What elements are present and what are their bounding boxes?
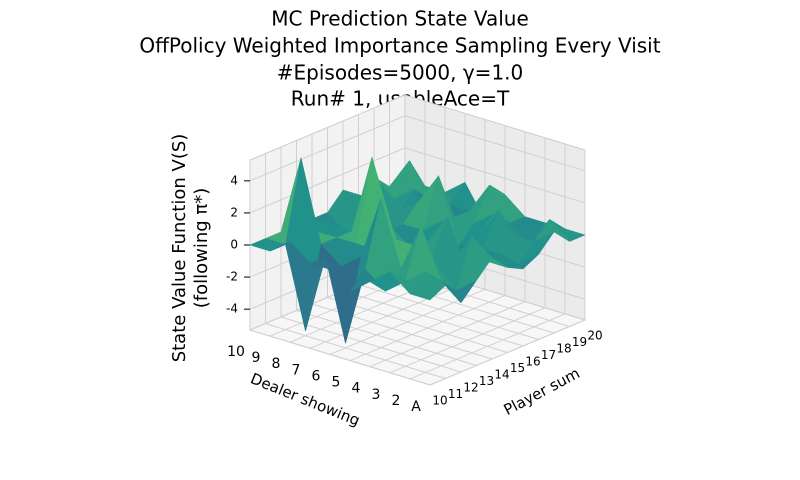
x-tick-label: 15 — [510, 361, 525, 375]
x-tick-label: 18 — [556, 342, 571, 356]
x-tick-label: 19 — [572, 335, 587, 349]
grid-line — [409, 143, 566, 380]
z-tick-label: 4 — [230, 173, 238, 187]
y-tick-label: 3 — [372, 387, 381, 403]
z-tick-label: 0 — [230, 238, 238, 252]
x-tick-label: 10 — [432, 394, 447, 408]
z-tick-label: -2 — [226, 270, 238, 284]
z-axis-label: State Value Function V(S) — [169, 134, 190, 363]
chart-title: OffPolicy Weighted Importance Sampling E… — [139, 34, 660, 58]
y-tick-label: 6 — [312, 368, 321, 384]
z-axis-label: (following π*) — [191, 188, 212, 309]
z-tick-label: 2 — [230, 205, 238, 219]
x-tick-label: 16 — [525, 355, 540, 369]
grid-line — [349, 125, 506, 362]
y-tick-label: 2 — [392, 393, 401, 409]
y-tick-label: 9 — [252, 350, 261, 366]
y-tick-label: 5 — [332, 375, 341, 391]
x-tick-label: 17 — [541, 348, 556, 362]
z-tick-label: -4 — [226, 302, 238, 316]
surface-patch — [409, 271, 446, 301]
chart-title: #Episodes=5000, γ=1.0 — [277, 61, 524, 85]
x-tick-label: 13 — [479, 374, 494, 388]
x-tick-label: 11 — [448, 387, 463, 401]
x-tick-label: 14 — [494, 368, 509, 382]
y-tick-label: 7 — [292, 362, 301, 378]
y-tick-label: 4 — [352, 381, 361, 397]
grid-line — [369, 131, 526, 368]
chart-title: MC Prediction State Value — [271, 7, 529, 31]
y-tick-label: 10 — [227, 344, 245, 360]
x-tick-label: 20 — [587, 329, 602, 343]
x-tick-label: 12 — [463, 381, 478, 395]
grid-line — [429, 150, 586, 386]
y-tick-label: A — [411, 399, 421, 415]
y-axis-label: Dealer showing — [248, 369, 363, 429]
grid-line — [389, 137, 546, 374]
grid-line — [249, 115, 586, 182]
y-tick-label: 8 — [272, 356, 281, 372]
grid-line — [329, 119, 486, 355]
